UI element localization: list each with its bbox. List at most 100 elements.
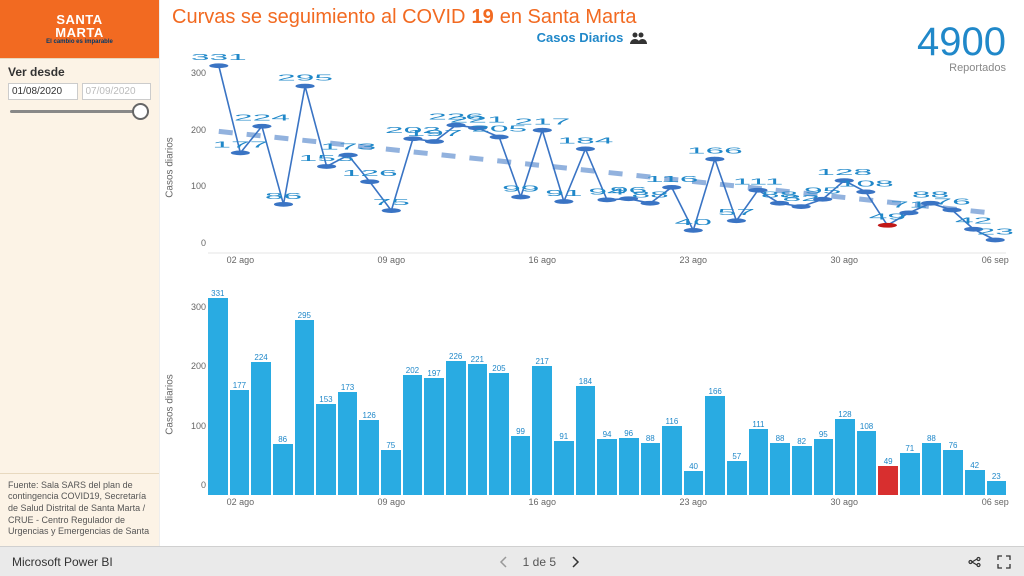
page-indicator: 1 de 5 (523, 555, 556, 569)
bar (359, 420, 379, 495)
bar-chart: Casos diarios 0100200300 331177224862951… (172, 281, 1012, 517)
bar-value-label: 184 (579, 377, 592, 386)
bar-value-label: 331 (211, 289, 224, 298)
bar-wrap: 217 (532, 287, 552, 495)
svg-text:42: 42 (955, 217, 992, 226)
bar-value-label: 108 (860, 422, 873, 431)
title-p1: Curvas se seguimiento al COVID (172, 6, 465, 29)
date-to-input[interactable] (82, 83, 152, 100)
bar (597, 439, 617, 495)
bar-value-label: 96 (624, 429, 633, 438)
bar-value-label: 226 (449, 352, 462, 361)
bar-value-label: 94 (603, 430, 612, 439)
bar (424, 378, 444, 495)
bar-wrap: 57 (727, 287, 747, 495)
bar-value-label: 42 (970, 461, 979, 470)
bar-wrap: 94 (597, 287, 617, 495)
bar (468, 364, 488, 495)
svg-text:331: 331 (191, 53, 247, 62)
slider-thumb[interactable] (132, 103, 149, 120)
bar (943, 450, 963, 495)
bar-value-label: 88 (646, 434, 655, 443)
bar-value-label: 95 (819, 430, 828, 439)
bar-value-label: 116 (666, 417, 679, 426)
bar-wrap: 40 (684, 287, 704, 495)
bar-wrap: 49 (878, 287, 898, 495)
bar (922, 443, 942, 495)
svg-text:177: 177 (212, 140, 268, 149)
bar (878, 466, 898, 495)
bar-value-label: 153 (319, 395, 332, 404)
bar-wrap: 71 (900, 287, 920, 495)
bar-value-label: 128 (838, 410, 851, 419)
share-icon[interactable] (966, 554, 982, 570)
logo: SANTA MARTA El cambio es imparable (0, 0, 159, 58)
bar-wrap: 226 (446, 287, 466, 495)
bar-value-label: 71 (905, 444, 914, 453)
svg-text:224: 224 (234, 114, 290, 123)
svg-text:111: 111 (733, 178, 784, 187)
bar-wrap: 42 (965, 287, 985, 495)
x-tick: 30 ago (830, 497, 858, 507)
x-tick: 16 ago (529, 497, 557, 507)
prev-page-button[interactable] (495, 553, 513, 571)
bar-value-label: 57 (732, 452, 741, 461)
source-text: Fuente: Sala SARS del plan de contingenc… (0, 473, 159, 546)
bar (662, 426, 682, 495)
bar-value-label: 82 (797, 437, 806, 446)
bar-wrap: 166 (705, 287, 725, 495)
bar-chart-ylabel: Casos diarios (165, 374, 176, 435)
y-tick: 300 (191, 302, 206, 312)
bar-wrap: 197 (424, 287, 444, 495)
svg-text:76: 76 (933, 197, 970, 206)
bar-wrap: 224 (251, 287, 271, 495)
y-tick: 0 (201, 238, 206, 248)
bar (532, 366, 552, 495)
next-page-button[interactable] (566, 553, 584, 571)
svg-text:99: 99 (502, 184, 539, 193)
bar-wrap: 95 (814, 287, 834, 495)
bar-wrap: 86 (273, 287, 293, 495)
subtitle-text: Casos Diarios (537, 30, 624, 45)
svg-text:86: 86 (265, 192, 302, 201)
bar-value-label: 88 (776, 434, 785, 443)
x-tick: 09 ago (378, 255, 406, 265)
bar-value-label: 166 (709, 387, 722, 396)
bar-wrap: 76 (943, 287, 963, 495)
bar-wrap: 221 (468, 287, 488, 495)
y-tick: 0 (201, 480, 206, 490)
svg-text:91: 91 (545, 189, 582, 198)
bar-wrap: 153 (316, 287, 336, 495)
bar (251, 362, 271, 495)
date-from-input[interactable] (8, 83, 78, 100)
bar-value-label: 23 (992, 472, 1001, 481)
fullscreen-icon[interactable] (996, 554, 1012, 570)
y-tick: 100 (191, 421, 206, 431)
y-tick: 100 (191, 181, 206, 191)
svg-text:95: 95 (804, 187, 841, 196)
bar-value-label: 173 (341, 383, 354, 392)
bar (619, 438, 639, 495)
x-tick: 23 ago (680, 497, 708, 507)
bar (857, 431, 877, 495)
bar (641, 443, 661, 495)
bar-wrap: 177 (230, 287, 250, 495)
page-title: Curvas se seguimiento al COVID19 en Sant… (172, 4, 1012, 31)
bar (489, 373, 509, 495)
line-chart-ylabel: Casos diarios (165, 137, 176, 198)
title-p3: en Santa Marta (500, 6, 637, 29)
svg-text:221: 221 (450, 115, 506, 124)
x-tick: 30 ago (830, 255, 858, 265)
pager: 1 de 5 (495, 553, 584, 571)
bar (727, 461, 747, 495)
x-tick: 09 ago (378, 497, 406, 507)
bar-value-label: 40 (689, 462, 698, 471)
bar-value-label: 88 (927, 434, 936, 443)
x-tick: 02 ago (227, 255, 255, 265)
people-icon (629, 31, 647, 45)
bar-wrap: 111 (749, 287, 769, 495)
bar-value-label: 126 (363, 411, 376, 420)
date-slider[interactable] (0, 102, 159, 117)
svg-text:108: 108 (838, 179, 894, 188)
bar (900, 453, 920, 495)
